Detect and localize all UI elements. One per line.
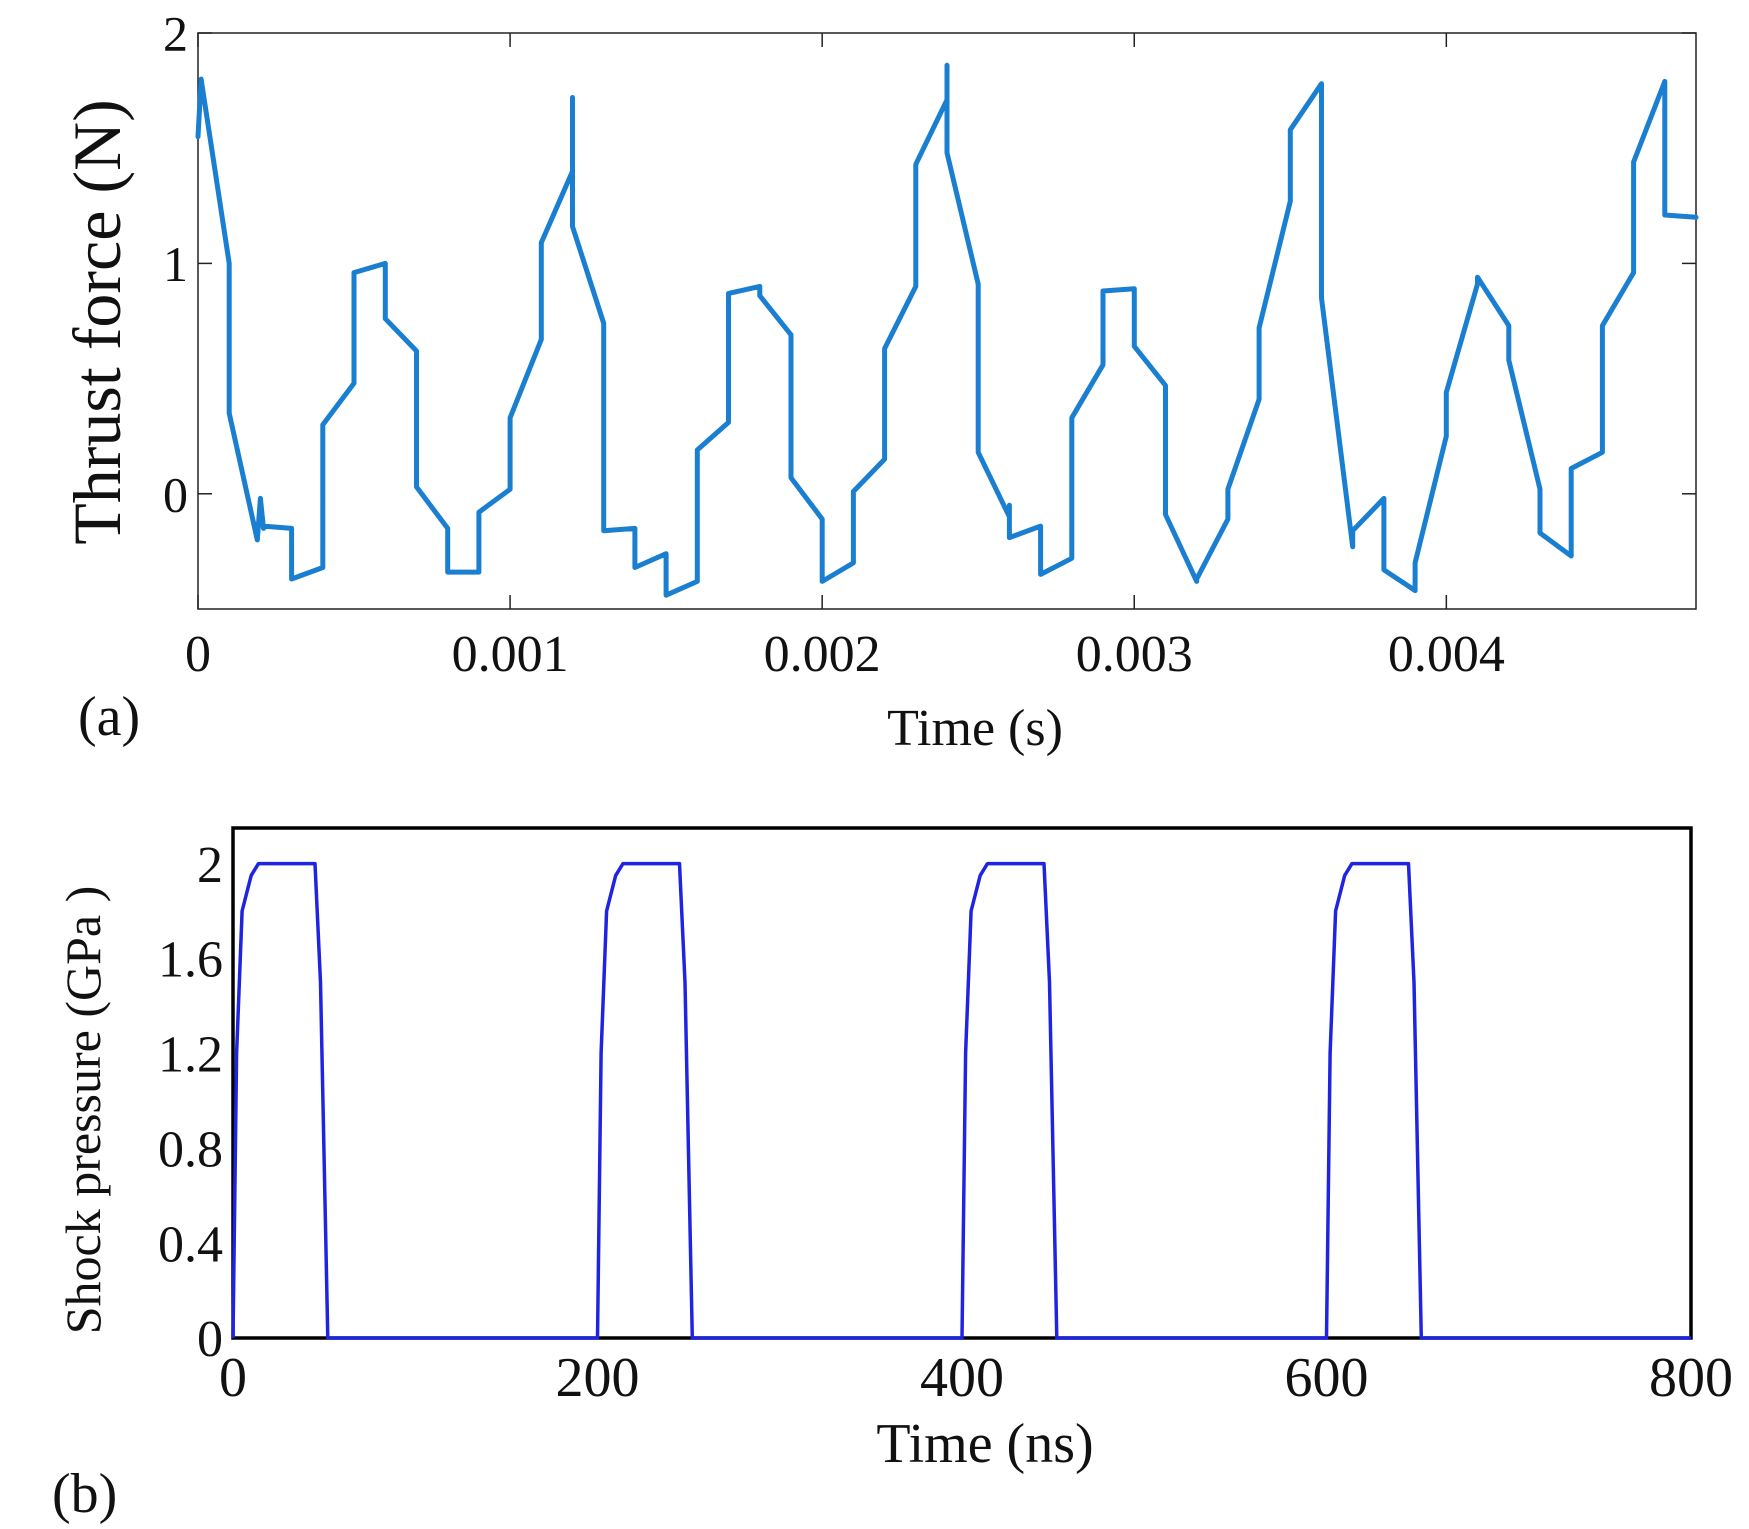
chart-panel-b: 0 200 400 600 800 0 0.4 0.8 1.2 1.6 2 Shock pressu… [52,826,1733,1525]
x-tick-label: 400 [920,1347,1004,1409]
y-tick-label: 1.6 [158,932,223,989]
x-tick-label: 0.001 [452,626,569,683]
x-tick-label: 0.002 [764,626,881,683]
y-tick-label: 0 [197,1311,223,1368]
chart-a-series-line [195,62,1699,598]
chart-b-series-line [231,861,1691,1340]
y-tick-label: 1.2 [158,1027,223,1084]
chart-b-y-axis-label: Shock pressure (GPa ) [55,886,111,1335]
chart-b-x-axis-label: Time (ns) [876,1413,1093,1475]
x-tick-label: 600 [1285,1347,1369,1409]
chart-a-ticks: 0 0.001 0.002 0.003 0.004 0 1 2 [163,6,1696,683]
x-tick-label: 0.004 [1388,626,1505,683]
x-tick-label: 200 [556,1347,640,1409]
y-tick-label: 0.4 [158,1216,223,1273]
y-tick-label: 0.8 [158,1121,223,1178]
chart-b-panel-label: (b) [52,1463,117,1525]
chart-a-plot-frame [197,32,1697,610]
x-tick-label: 800 [1649,1347,1733,1409]
chart-a-panel-label: (a) [78,686,140,748]
y-tick-label: 0 [163,466,188,522]
x-tick-label: 0 [219,1347,247,1409]
x-tick-label: 0.003 [1076,626,1193,683]
chart-panel-a: 0 0.001 0.002 0.003 0.004 0 1 2 Thrust force (N… [59,6,1699,757]
chart-a-x-axis-label: Time (s) [887,700,1063,757]
x-tick-label: 0 [185,626,211,683]
y-tick-label: 2 [163,6,188,62]
y-tick-label: 1 [163,236,188,292]
chart-b-ticks: 0 200 400 600 800 0 0.4 0.8 1.2 1.6 2 [158,837,1733,1409]
y-tick-label: 2 [197,837,223,894]
chart-a-y-axis-label: Thrust force (N) [59,99,135,545]
